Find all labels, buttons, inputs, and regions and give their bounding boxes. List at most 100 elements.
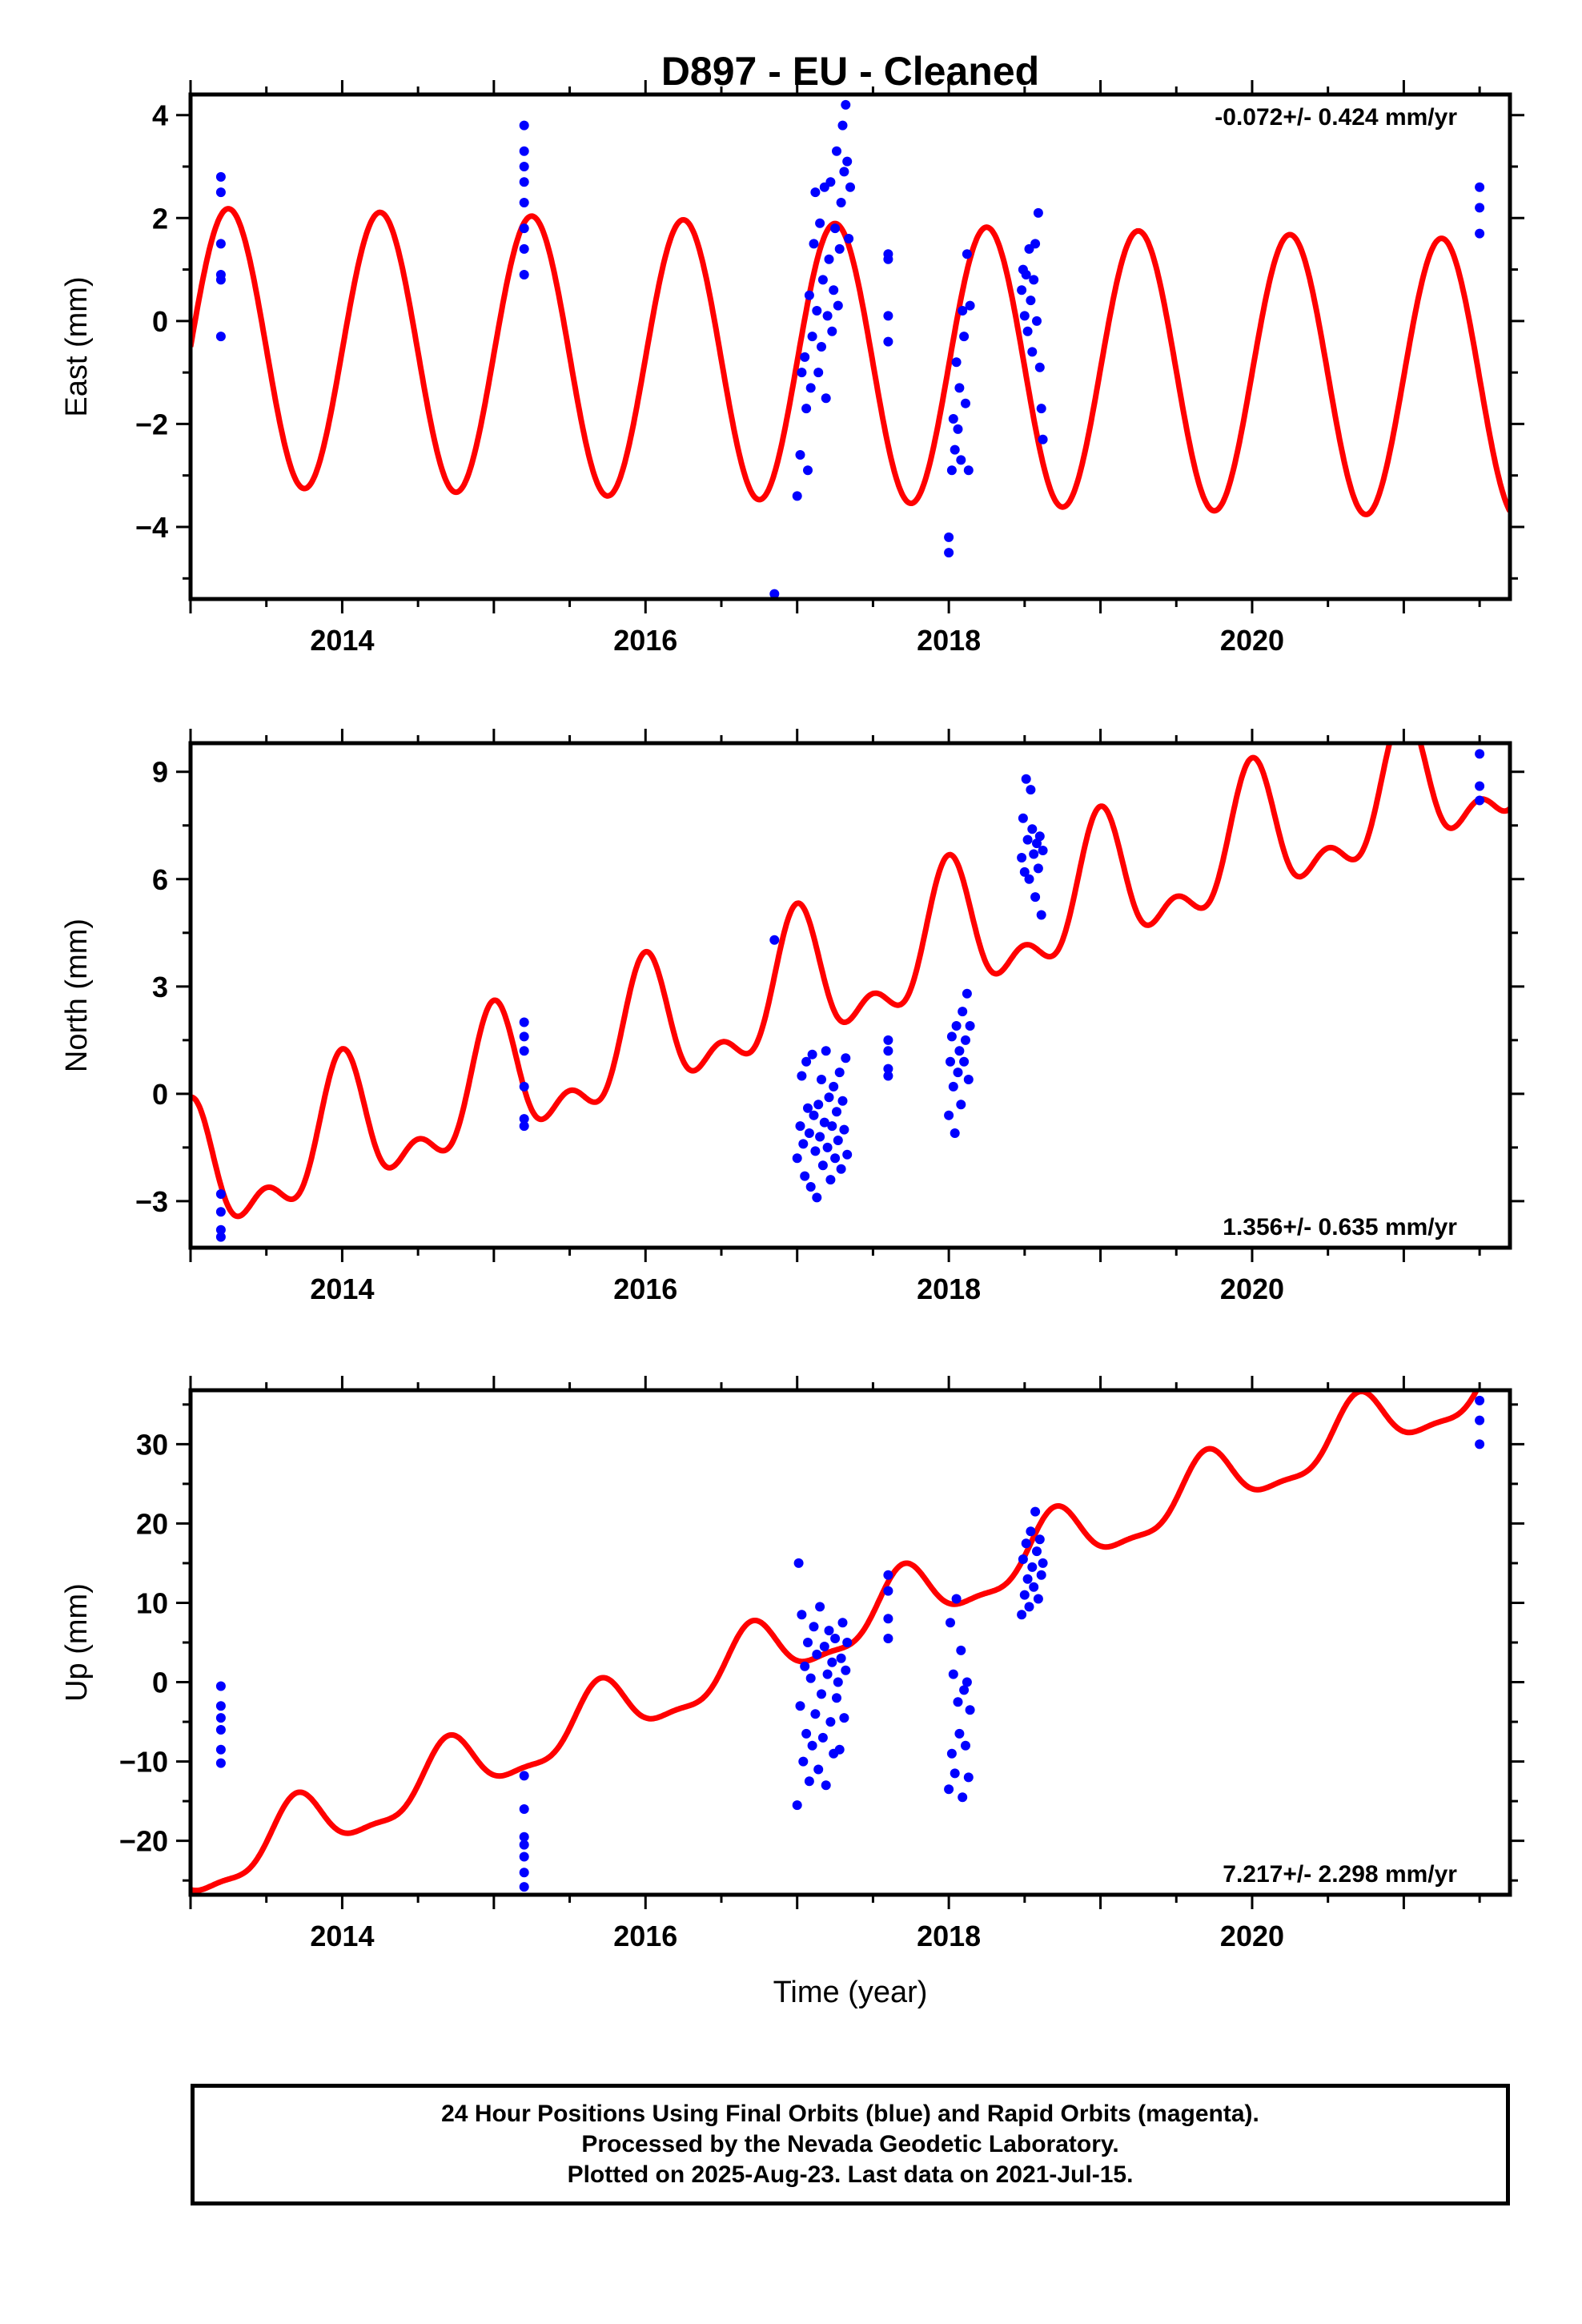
y-tick-label: 20 xyxy=(136,1507,168,1540)
data-point xyxy=(803,1103,813,1113)
data-point xyxy=(1475,182,1485,192)
data-point xyxy=(833,300,843,311)
data-point xyxy=(805,383,816,393)
data-point xyxy=(1026,296,1036,306)
data-point xyxy=(519,1882,529,1892)
data-point xyxy=(830,223,841,234)
data-point xyxy=(834,1068,845,1078)
model-curve xyxy=(191,1390,1480,1894)
data-point xyxy=(809,239,819,249)
data-point xyxy=(946,1056,955,1067)
data-point xyxy=(965,1705,975,1715)
data-point xyxy=(959,332,970,342)
data-point xyxy=(807,332,817,342)
data-point xyxy=(812,306,822,316)
data-point xyxy=(950,1768,960,1779)
x-tick-label: 2014 xyxy=(310,1920,374,1952)
data-point xyxy=(215,1232,226,1242)
data-point xyxy=(958,306,968,316)
data-point xyxy=(519,1804,529,1814)
data-point xyxy=(519,162,529,171)
data-point xyxy=(951,1021,962,1031)
data-point xyxy=(800,352,810,362)
data-point xyxy=(958,1792,968,1803)
data-point xyxy=(825,1717,836,1727)
data-point xyxy=(836,198,846,207)
data-point xyxy=(797,1610,807,1620)
footer-box: 24 Hour Positions Using Final Orbits (bl… xyxy=(191,2084,1510,2205)
data-point xyxy=(953,1068,963,1078)
data-point xyxy=(1027,347,1038,357)
y-tick-label: 10 xyxy=(136,1586,168,1619)
data-point xyxy=(944,532,954,542)
data-point xyxy=(803,465,813,476)
data-point xyxy=(769,589,780,599)
data-point xyxy=(819,1642,829,1651)
data-point xyxy=(803,1638,813,1647)
data-point xyxy=(1018,1554,1028,1564)
data-point xyxy=(963,465,974,476)
data-point xyxy=(1475,1415,1485,1425)
data-point xyxy=(824,1626,834,1636)
data-point xyxy=(821,393,831,404)
x-tick-label: 2016 xyxy=(613,1273,677,1305)
data-point xyxy=(829,1081,839,1092)
y-tick-label: −20 xyxy=(119,1825,168,1858)
data-point xyxy=(215,1744,226,1755)
data-point xyxy=(830,1634,841,1643)
data-point xyxy=(833,1136,843,1145)
y-axis-label: Up (mm) xyxy=(60,1583,94,1702)
data-points xyxy=(215,99,1485,599)
y-tick-label: 4 xyxy=(152,99,168,132)
data-point xyxy=(795,1121,805,1132)
data-point xyxy=(1019,311,1030,321)
data-point xyxy=(519,1868,529,1878)
data-point xyxy=(1038,1558,1048,1568)
data-point xyxy=(946,1618,955,1628)
y-tick-label: −10 xyxy=(119,1746,168,1779)
data-point xyxy=(800,1661,810,1671)
data-point xyxy=(215,1725,226,1735)
data-point xyxy=(215,171,226,182)
data-point xyxy=(215,1224,226,1235)
data-point xyxy=(1030,892,1041,903)
data-point xyxy=(959,1056,970,1067)
data-point xyxy=(950,1128,960,1138)
data-point xyxy=(883,1634,893,1643)
data-point xyxy=(215,239,226,249)
data-point xyxy=(1475,795,1485,806)
data-point xyxy=(519,1852,529,1862)
data-point xyxy=(845,182,855,192)
data-point xyxy=(961,1035,970,1045)
data-point xyxy=(813,368,824,378)
data-point xyxy=(883,254,893,264)
data-point xyxy=(824,254,834,264)
data-point xyxy=(795,450,805,460)
data-point xyxy=(842,1638,853,1647)
data-point xyxy=(825,177,836,187)
data-point xyxy=(841,1665,851,1675)
data-point xyxy=(946,465,957,476)
data-point xyxy=(1026,1526,1036,1537)
data-point xyxy=(215,275,226,285)
data-point xyxy=(1030,239,1041,249)
data-point xyxy=(834,243,845,254)
y-axis-label: East (mm) xyxy=(60,276,94,416)
data-point xyxy=(837,120,848,131)
x-tick-label: 2016 xyxy=(613,1920,677,1952)
data-point xyxy=(954,383,965,393)
data-point xyxy=(797,1071,807,1081)
data-point xyxy=(519,177,529,187)
data-point xyxy=(834,1744,845,1755)
y-axis-label: North (mm) xyxy=(60,919,94,1072)
data-point xyxy=(822,311,833,321)
data-point xyxy=(801,1728,812,1739)
data-point xyxy=(215,1207,226,1217)
data-point xyxy=(817,1732,828,1743)
data-point xyxy=(805,1182,816,1192)
x-tick-label: 2014 xyxy=(310,624,374,657)
data-point xyxy=(948,1669,958,1679)
data-point xyxy=(1019,866,1030,877)
data-point xyxy=(962,1677,972,1687)
y-tick-label: 0 xyxy=(152,305,168,338)
